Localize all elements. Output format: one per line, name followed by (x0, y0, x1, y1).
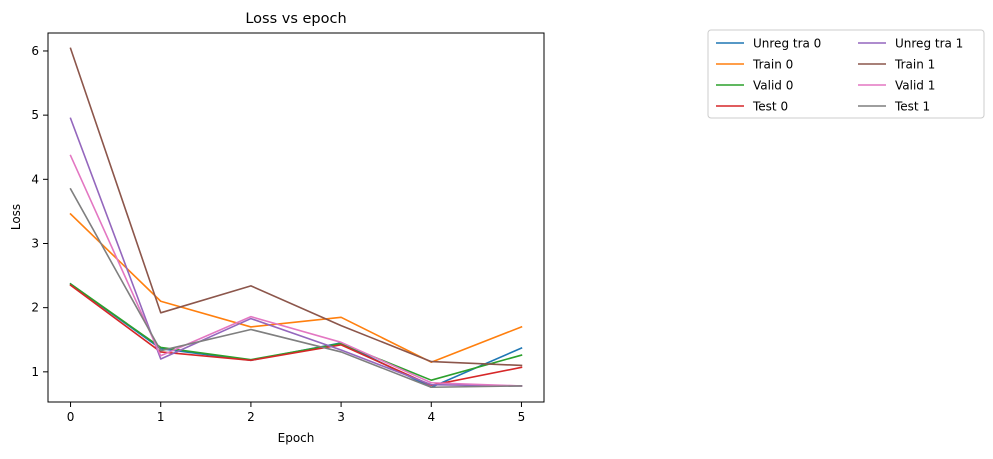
x-axis-label: Epoch (278, 431, 315, 445)
series-line-test-1 (69, 187, 523, 389)
legend-label: Train 1 (894, 58, 935, 72)
x-tick-label: 1 (157, 410, 165, 424)
legend-label: Test 1 (894, 100, 930, 114)
legend-label: Valid 1 (895, 79, 935, 93)
y-tick-label: 2 (31, 301, 39, 315)
series-line-unreg-tra-1 (69, 117, 523, 387)
x-axis-ticks: 0 1 2 3 4 5 (67, 402, 526, 424)
y-axis-ticks: 1 2 3 4 5 6 (31, 44, 48, 379)
y-tick-label: 6 (31, 44, 39, 58)
legend-label: Test 0 (752, 100, 788, 114)
chart-title: Loss vs epoch (245, 11, 346, 27)
legend: Unreg tra 0 Train 0 Valid 0 Test 0 Unreg tra… (707, 29, 985, 119)
legend-label: Unreg tra 0 (753, 37, 821, 51)
series-line-test-0 (69, 284, 523, 387)
y-tick-label: 5 (31, 108, 39, 122)
y-axis-label: Loss (9, 204, 23, 230)
axes-frame (47, 32, 545, 403)
x-tick-label: 0 (67, 410, 75, 424)
legend-items: Unreg tra 0 Train 0 Valid 0 Test 0 Unreg tra… (716, 37, 963, 114)
series-group (69, 47, 523, 389)
legend-label: Train 0 (752, 58, 793, 72)
y-tick-label: 4 (31, 172, 39, 186)
legend-label: Valid 0 (753, 79, 793, 93)
series-line-valid-0 (69, 282, 523, 381)
legend-frame (707, 29, 985, 119)
y-tick-label: 1 (31, 365, 39, 379)
y-tick-label: 3 (31, 236, 39, 250)
x-tick-label: 3 (337, 410, 345, 424)
series-line-train-0 (69, 212, 523, 364)
x-tick-label: 2 (247, 410, 255, 424)
legend-label: Unreg tra 1 (895, 37, 963, 51)
series-line-train-1 (69, 47, 523, 367)
x-tick-label: 5 (518, 410, 526, 424)
plot-area (47, 32, 545, 403)
x-tick-label: 4 (427, 410, 435, 424)
